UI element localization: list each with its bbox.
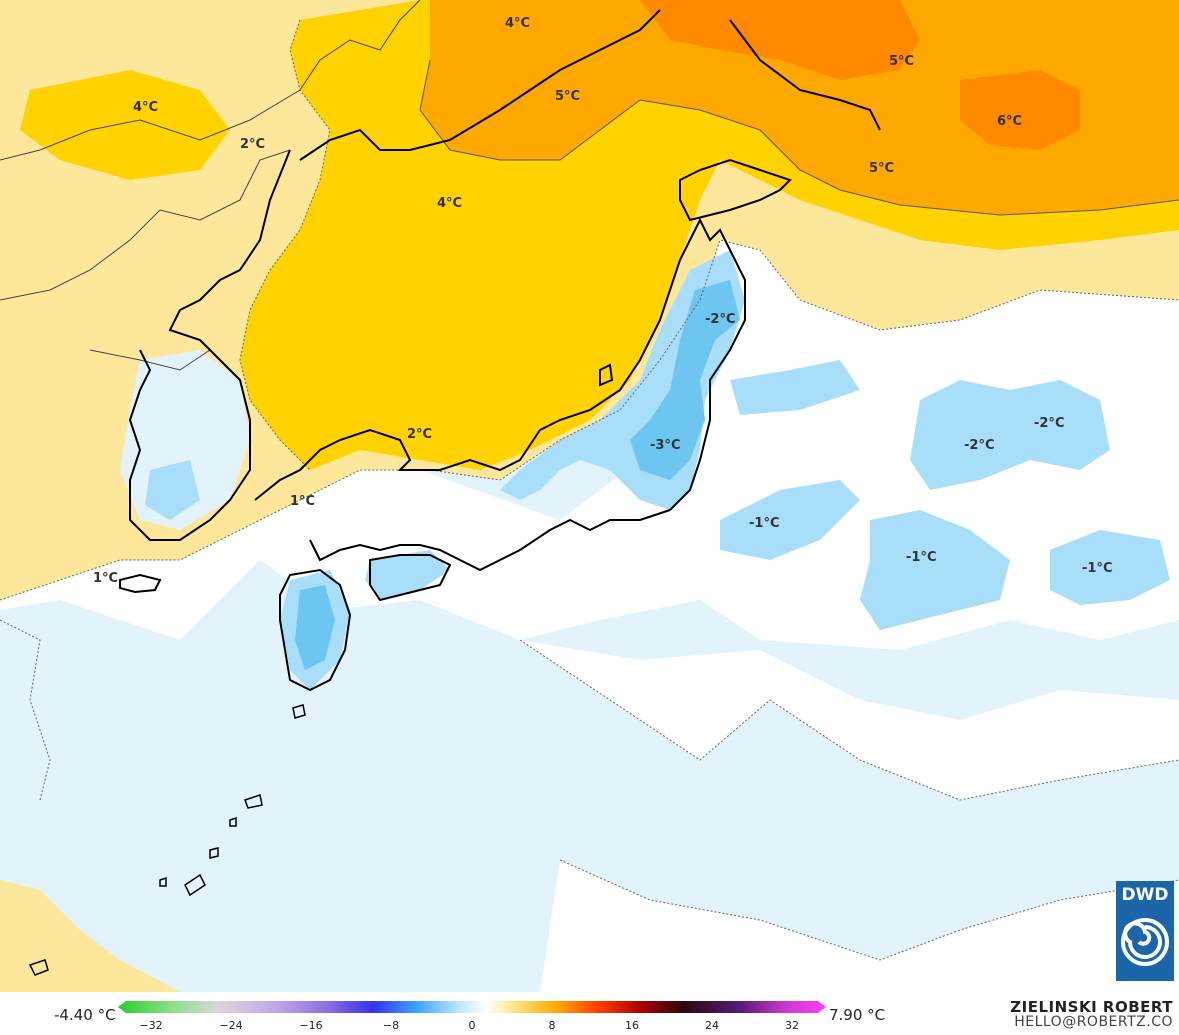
warm-field-north-west [20,70,230,180]
temp-label: -3°C [650,438,680,453]
temp-label: 2°C [240,137,265,152]
colorbar-tick: 8 [548,1019,556,1032]
country-borders [0,0,421,371]
temp-label: -1°C [906,550,936,565]
japan-cold-core [630,280,740,480]
kyushu-cold-core [295,585,335,670]
temp-label: -1°C [1082,561,1112,576]
dwd-logo: DWD [1116,881,1174,981]
ryukyu-islands [28,704,306,976]
temp-label: 4°C [133,100,158,115]
colorbar [118,1001,826,1013]
temp-label: -2°C [705,312,735,327]
colorbar-tick: −8 [382,1019,400,1032]
range-max-value: 7.90 °C [829,1006,886,1024]
temp-label: 4°C [437,196,462,211]
author-email: HELLO@ROBERTZ.CO [1014,1014,1173,1030]
cold-area-east-2 [720,480,860,560]
colorbar-tick: 32 [785,1019,799,1032]
temp-label: 2°C [407,427,432,442]
coastlines [119,9,881,692]
korea-cold-core [145,460,200,520]
temp-label: 5°C [889,54,914,69]
contour-lines [0,19,1179,961]
colorbar-tick: 0 [468,1019,476,1032]
temperature-anomaly-map: 4°C 4°C 2°C 5°C 5°C 6°C 5°C 4°C -2°C 2°C… [0,0,1179,992]
temp-label: -1°C [749,516,779,531]
neutral-zone-far-south [540,860,1179,992]
cold-area-east-4 [1050,530,1170,605]
temp-label: 6°C [997,114,1022,129]
temp-label: 5°C [555,89,580,104]
contour-lines-solid [419,59,1179,216]
legend-footer: -4.40 °C − [0,992,1179,1035]
colorbar-tick: −24 [219,1019,243,1032]
temp-label: 1°C [93,571,118,586]
temp-label: -2°C [964,438,994,453]
temp-label: 4°C [505,16,530,31]
swirl-icon [1121,918,1169,966]
temp-label: -2°C [1034,416,1064,431]
shikoku-cold [365,550,450,600]
cold-area-east-5 [730,360,860,415]
colorbar-tick: 16 [625,1019,639,1032]
author-credit: ZIELINSKI ROBERT [1010,998,1173,1016]
warm-field-south-west [0,880,180,992]
cold-area-east-3 [860,510,1010,630]
colorbar-tick: −32 [139,1019,163,1032]
temp-label: 5°C [869,161,894,176]
temp-label: 1°C [290,494,315,509]
warm-field-orange [420,0,1179,215]
warm-field-deep-east [960,70,1080,150]
dwd-logo-text: DWD [1121,885,1169,905]
warm-field-deep [640,0,920,80]
colorbar-tick: 24 [705,1019,719,1032]
neutral-zone-south [520,640,1179,800]
cold-area-east-1 [910,380,1110,490]
range-min-value: -4.40 °C [54,1006,116,1024]
colorbar-tick: −16 [299,1019,323,1032]
